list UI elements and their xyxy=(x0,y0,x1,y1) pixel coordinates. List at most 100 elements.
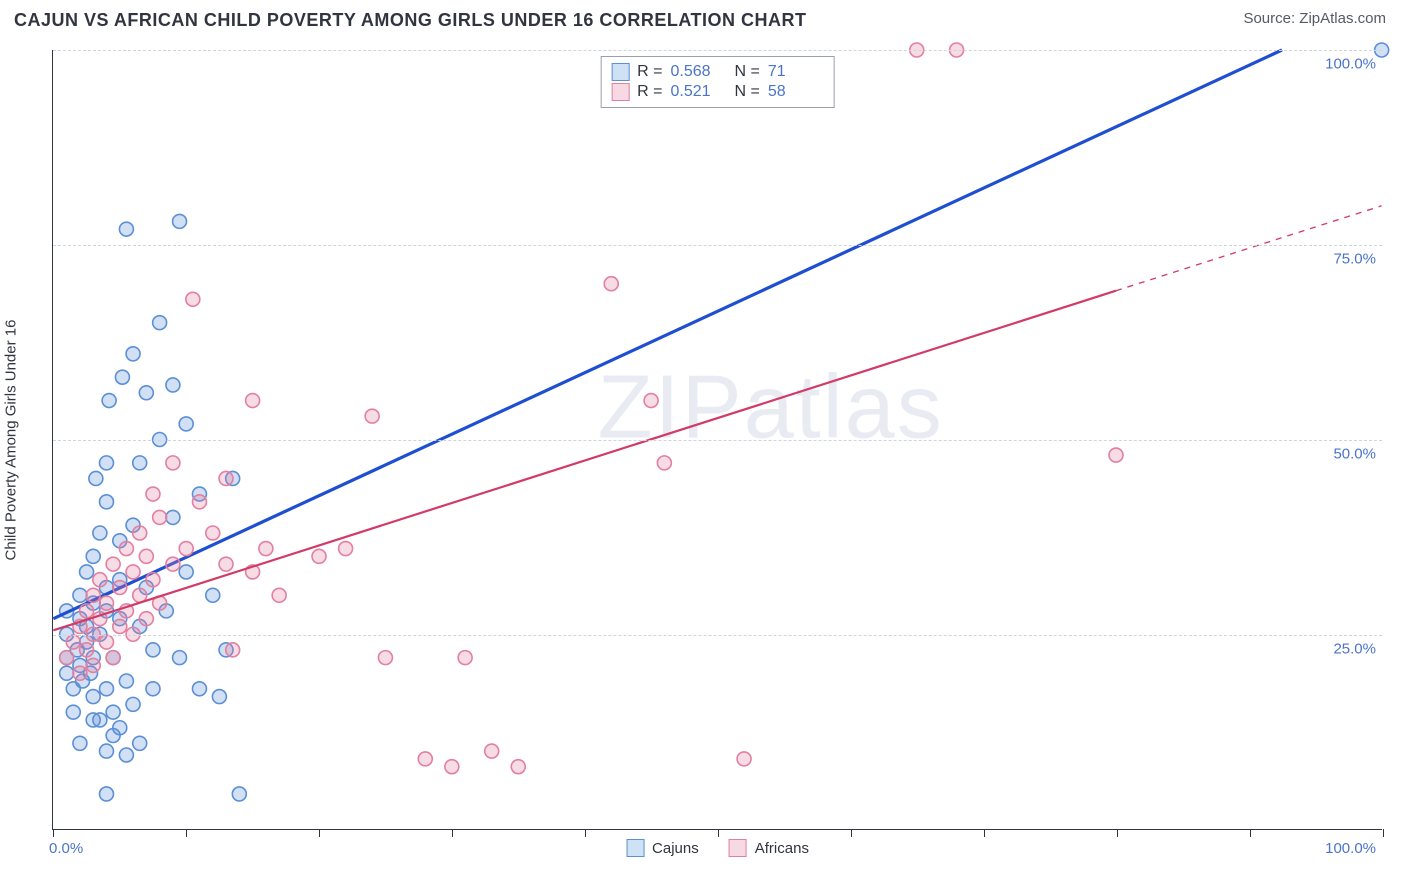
scatter-point-africans xyxy=(259,542,273,556)
x-tick xyxy=(851,829,852,837)
scatter-point-cajuns xyxy=(99,456,113,470)
scatter-point-africans xyxy=(126,565,140,579)
x-tick xyxy=(452,829,453,837)
scatter-point-cajuns xyxy=(60,666,74,680)
gridline-h xyxy=(53,635,1382,636)
scatter-point-cajuns xyxy=(192,682,206,696)
scatter-point-africans xyxy=(73,666,87,680)
scatter-point-cajuns xyxy=(212,690,226,704)
scatter-point-cajuns xyxy=(179,565,193,579)
y-tick-label: 75.0% xyxy=(1333,251,1376,268)
scatter-point-africans xyxy=(737,752,751,766)
y-tick-label: 25.0% xyxy=(1333,641,1376,658)
scatter-point-cajuns xyxy=(126,347,140,361)
scatter-point-cajuns xyxy=(166,510,180,524)
scatter-point-africans xyxy=(66,635,80,649)
scatter-point-cajuns xyxy=(99,744,113,758)
scatter-point-cajuns xyxy=(126,697,140,711)
x-tick xyxy=(1383,829,1384,837)
scatter-point-africans xyxy=(206,526,220,540)
chart-title: CAJUN VS AFRICAN CHILD POVERTY AMONG GIR… xyxy=(14,10,807,31)
scatter-point-cajuns xyxy=(133,456,147,470)
scatter-point-cajuns xyxy=(93,526,107,540)
scatter-point-africans xyxy=(219,557,233,571)
scatter-point-africans xyxy=(378,651,392,665)
scatter-point-africans xyxy=(458,651,472,665)
x-tick xyxy=(585,829,586,837)
scatter-point-africans xyxy=(644,394,658,408)
legend-item-africans: Africans xyxy=(729,839,809,857)
scatter-point-africans xyxy=(179,542,193,556)
scatter-point-africans xyxy=(1109,448,1123,462)
scatter-point-africans xyxy=(418,752,432,766)
scatter-point-cajuns xyxy=(99,787,113,801)
legend-series: Cajuns Africans xyxy=(626,839,809,857)
scatter-point-cajuns xyxy=(179,417,193,431)
y-axis-label: Child Poverty Among Girls Under 16 xyxy=(3,319,20,560)
scatter-point-africans xyxy=(93,573,107,587)
scatter-point-cajuns xyxy=(153,316,167,330)
scatter-point-africans xyxy=(312,549,326,563)
scatter-point-cajuns xyxy=(133,736,147,750)
scatter-point-africans xyxy=(139,549,153,563)
scatter-point-africans xyxy=(166,456,180,470)
scatter-point-africans xyxy=(272,588,286,602)
x-tick xyxy=(984,829,985,837)
scatter-point-africans xyxy=(80,604,94,618)
scatter-point-africans xyxy=(86,588,100,602)
x-tick xyxy=(186,829,187,837)
scatter-point-cajuns xyxy=(99,495,113,509)
scatter-point-africans xyxy=(485,744,499,758)
scatter-point-africans xyxy=(99,596,113,610)
y-tick-label: 50.0% xyxy=(1333,446,1376,463)
legend-item-cajuns: Cajuns xyxy=(626,839,699,857)
scatter-point-cajuns xyxy=(146,682,160,696)
x-tick xyxy=(319,829,320,837)
scatter-point-cajuns xyxy=(166,378,180,392)
scatter-point-cajuns xyxy=(89,471,103,485)
scatter-point-cajuns xyxy=(119,748,133,762)
scatter-point-cajuns xyxy=(73,588,87,602)
legend-label-africans: Africans xyxy=(755,840,809,857)
scatter-point-cajuns xyxy=(206,588,220,602)
x-tick xyxy=(1250,829,1251,837)
scatter-point-africans xyxy=(119,542,133,556)
scatter-point-africans xyxy=(186,292,200,306)
scatter-point-cajuns xyxy=(173,651,187,665)
regression-line-dash-africans xyxy=(1116,206,1382,291)
scatter-point-cajuns xyxy=(113,721,127,735)
scatter-point-cajuns xyxy=(115,370,129,384)
scatter-point-africans xyxy=(133,526,147,540)
x-tick xyxy=(53,829,54,837)
x-tick xyxy=(1117,829,1118,837)
scatter-point-cajuns xyxy=(106,705,120,719)
scatter-point-cajuns xyxy=(146,643,160,657)
chart-area: Child Poverty Among Girls Under 16 ZIPat… xyxy=(52,50,1382,830)
gridline-h xyxy=(53,440,1382,441)
scatter-point-africans xyxy=(60,651,74,665)
scatter-point-africans xyxy=(445,760,459,774)
scatter-point-africans xyxy=(113,581,127,595)
scatter-point-africans xyxy=(153,510,167,524)
scatter-point-cajuns xyxy=(80,565,94,579)
legend-swatch-africans xyxy=(729,839,747,857)
scatter-point-africans xyxy=(226,643,240,657)
chart-header: CAJUN VS AFRICAN CHILD POVERTY AMONG GIR… xyxy=(0,0,1406,39)
scatter-point-africans xyxy=(246,394,260,408)
scatter-point-cajuns xyxy=(119,674,133,688)
scatter-point-cajuns xyxy=(139,386,153,400)
scatter-point-africans xyxy=(219,471,233,485)
scatter-point-cajuns xyxy=(173,214,187,228)
gridline-h xyxy=(53,50,1382,51)
x-tick-label-max: 100.0% xyxy=(1325,840,1376,857)
scatter-point-africans xyxy=(192,495,206,509)
scatter-point-cajuns xyxy=(99,682,113,696)
regression-line-africans xyxy=(53,291,1116,631)
scatter-point-cajuns xyxy=(119,222,133,236)
legend-swatch-cajuns xyxy=(626,839,644,857)
scatter-point-africans xyxy=(113,619,127,633)
scatter-point-cajuns xyxy=(86,549,100,563)
gridline-h xyxy=(53,245,1382,246)
x-tick-label-min: 0.0% xyxy=(49,840,83,857)
scatter-point-cajuns xyxy=(86,713,100,727)
